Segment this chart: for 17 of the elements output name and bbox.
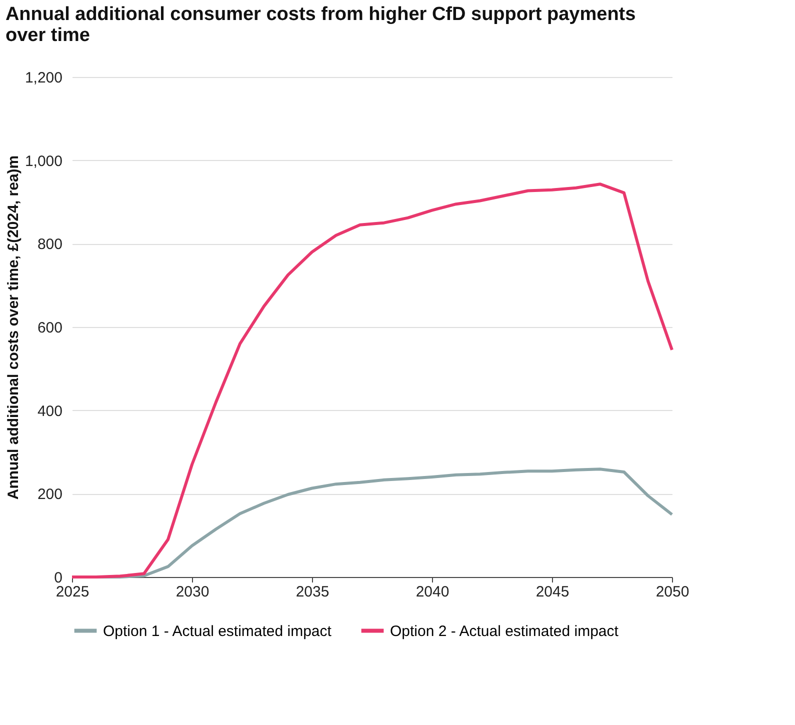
x-tick-label: 2035: [296, 584, 330, 600]
y-tick-label: 800: [37, 236, 62, 254]
y-tick-label: 400: [37, 402, 62, 420]
x-tick-label: 2050: [656, 584, 690, 600]
legend-label: Option 2 - Actual estimated impact: [390, 622, 620, 640]
y-tick-label: 600: [37, 320, 62, 336]
y-tick-label: 0: [54, 570, 62, 586]
x-tick-label: 2040: [416, 584, 450, 600]
x-tick-label: 2030: [176, 584, 210, 600]
y-tick-label: 200: [37, 486, 62, 504]
y-axis-title: Annual additional costs over time, £(2024, rea)m: [4, 155, 22, 500]
x-tick-label: 2025: [56, 584, 90, 600]
x-tick-label: 2045: [536, 584, 570, 600]
y-tick-label: 1,000: [24, 152, 62, 170]
legend-label: Option 1 - Actual estimated impact: [103, 622, 332, 640]
chart-title: Annual additional consumer costs from higher CfD support payments over time: [5, 4, 636, 46]
y-tick-label: 1,200: [24, 70, 62, 86]
